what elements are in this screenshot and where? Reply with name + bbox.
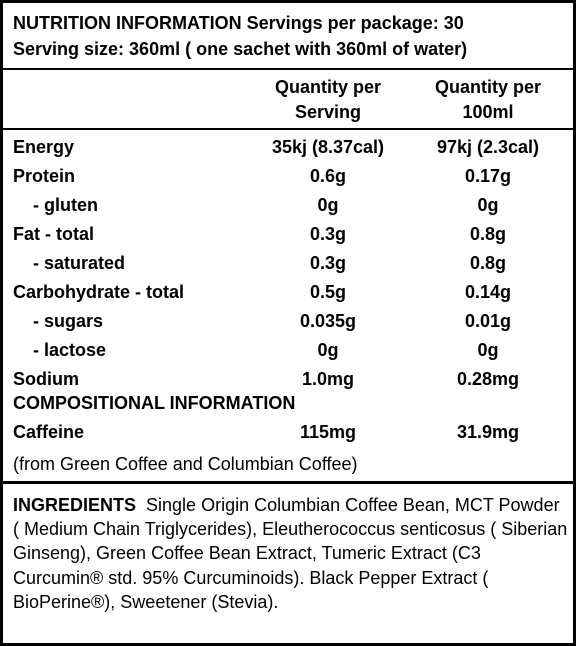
caffeine-source-note: (from Green Coffee and Columbian Coffee) <box>13 454 358 474</box>
header-line-2: Serving size: 360ml ( one sachet with 36… <box>13 39 468 59</box>
nutrient-row: Sodium 1.0mg 0.28mg <box>3 365 573 394</box>
ingredients-heading: INGREDIENTS <box>13 495 137 515</box>
per-100ml-value: 0.8g <box>469 224 507 244</box>
header-line-1: NUTRITION INFORMATION Servings per packa… <box>13 13 464 33</box>
nutrient-row: - gluten 0g 0g <box>3 191 573 220</box>
nutrient-row: - sugars 0.035g 0.01g <box>3 307 573 336</box>
nutrient-label: - lactose <box>33 340 107 360</box>
serving-value: 0.035g <box>299 311 357 331</box>
nutrient-label: Fat - total <box>13 224 94 244</box>
nutrient-label: - saturated <box>33 253 126 273</box>
nutrient-label: Carbohydrate - total <box>13 282 185 302</box>
ingredients-block: INGREDIENTS Single Origin Columbian Coff… <box>13 493 569 614</box>
nutrient-row: Energy 35kj (8.37cal) 97kj (2.3cal) <box>3 133 573 162</box>
per-100ml-value: 0.28mg <box>456 369 520 389</box>
nutrient-row: Carbohydrate - total 0.5g 0.14g <box>3 278 573 307</box>
per-100ml-value: 31.9mg <box>456 422 520 442</box>
serving-value: 115mg <box>299 422 357 442</box>
serving-value: 35kj (8.37cal) <box>271 137 385 157</box>
compositional-heading-row: COMPOSITIONAL INFORMATION <box>3 389 573 418</box>
serving-value: 0g <box>317 195 339 215</box>
serving-value: 0.5g <box>309 282 347 302</box>
panel-header: NUTRITION INFORMATION Servings per packa… <box>13 10 467 62</box>
caffeine-row: Caffeine 115mg 31.9mg <box>3 418 573 447</box>
per-100ml-value: 0.14g <box>464 282 512 302</box>
per-100ml-value: 0.01g <box>464 311 512 331</box>
nutrient-label: Sodium <box>13 369 79 389</box>
serving-value: 0g <box>317 340 339 360</box>
nutrient-label: - gluten <box>33 195 98 215</box>
compositional-heading: COMPOSITIONAL INFORMATION <box>13 393 296 413</box>
nutrient-label: - sugars <box>33 311 104 331</box>
serving-value: 0.6g <box>309 166 347 186</box>
nutrient-row: - saturated 0.3g 0.8g <box>3 249 573 278</box>
per-100ml-value: 0.17g <box>464 166 512 186</box>
per-100ml-value: 97kj (2.3cal) <box>436 137 540 157</box>
per-100ml-value: 0.8g <box>469 253 507 273</box>
divider <box>3 128 573 130</box>
column-header-serving: Quantity per Serving <box>274 77 381 122</box>
nutrient-label: Energy <box>13 137 75 157</box>
divider <box>3 68 573 70</box>
per-100ml-value: 0g <box>477 195 499 215</box>
serving-value: 0.3g <box>309 224 347 244</box>
nutrient-row: Protein 0.6g 0.17g <box>3 162 573 191</box>
nutrition-panel: NUTRITION INFORMATION Servings per packa… <box>3 3 573 643</box>
nutrient-label: Caffeine <box>13 422 85 442</box>
per-100ml-value: 0g <box>477 340 499 360</box>
column-header-per-100ml: Quantity per 100ml <box>434 77 541 122</box>
divider <box>3 481 573 484</box>
ingredients-text: Single Origin Columbian Coffee Bean, MCT… <box>13 495 568 612</box>
nutrient-row: - lactose 0g 0g <box>3 336 573 365</box>
serving-value: 0.3g <box>309 253 347 273</box>
nutrient-label: Protein <box>13 166 76 186</box>
serving-value: 1.0mg <box>301 369 355 389</box>
nutrient-row: Fat - total 0.3g 0.8g <box>3 220 573 249</box>
